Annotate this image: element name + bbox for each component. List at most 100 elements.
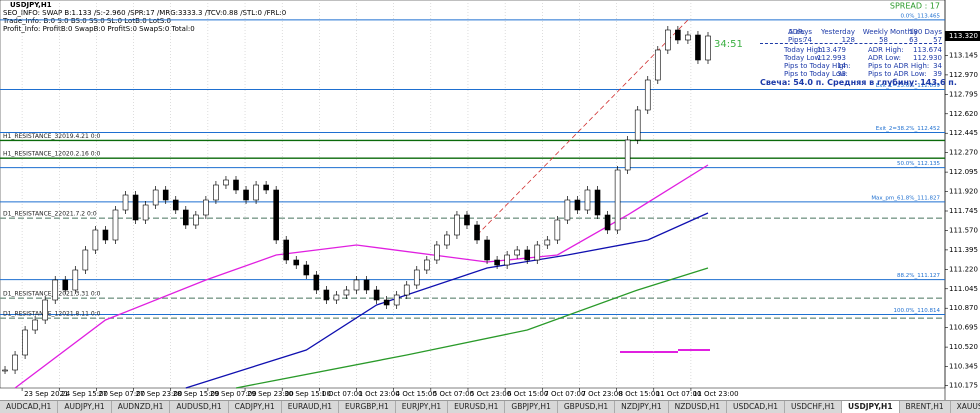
moving-average bbox=[235, 267, 709, 389]
chart: USDJPY,H1 SEO_INFO: SWAP B:1.133 /S:-2.9… bbox=[0, 0, 980, 400]
candle bbox=[32, 319, 38, 331]
candle bbox=[675, 29, 681, 41]
tab[interactable]: GBPJPY,H1 bbox=[505, 401, 558, 413]
x-tick-label: 24 Sep 15:00 bbox=[61, 390, 108, 398]
y-tick-label: 112.270 bbox=[949, 149, 978, 157]
level-label: Max_pm_61.8%_111.827 bbox=[871, 195, 940, 201]
candle bbox=[122, 194, 129, 211]
level-label: Exit_2=38.2%_112.452 bbox=[876, 126, 940, 132]
spread: SPREAD : 17 bbox=[890, 2, 940, 11]
level-label: 88.2%_111.127 bbox=[897, 273, 940, 279]
x-tick-label: 6 Oct 15:00 bbox=[507, 390, 548, 398]
candle bbox=[62, 279, 69, 291]
x-tick-label: 5 Oct 23:00 bbox=[470, 390, 511, 398]
candle bbox=[102, 229, 109, 241]
y-tick-label: 110.870 bbox=[949, 304, 978, 312]
candle bbox=[393, 294, 400, 306]
y-tick-label: 111.920 bbox=[949, 188, 978, 196]
level-label: D1_RESISTANCE_22021.7.2 0:0 bbox=[3, 211, 97, 218]
candle bbox=[464, 214, 470, 226]
candle bbox=[403, 284, 410, 296]
candle bbox=[132, 194, 139, 221]
candle bbox=[52, 279, 59, 301]
tab[interactable]: EURAUD,H1 bbox=[282, 401, 340, 413]
adr-cell: 33 bbox=[837, 70, 846, 78]
tab[interactable]: AUDCAD,H1 bbox=[0, 401, 59, 413]
adr-cell: Pips: bbox=[788, 36, 805, 44]
candle bbox=[434, 244, 440, 261]
x-tick-label: 8 Oct 15:00 bbox=[619, 390, 660, 398]
level-label: D1_RESISTANCE_32021.3.31 0:0 bbox=[3, 291, 101, 298]
tab-bar: AUDCAD,H1 AUDJPY,H1 AUDNZD,H1 AUDUSD,H1 CADJ… bbox=[0, 400, 980, 413]
adr-cell: 57 bbox=[933, 36, 942, 44]
candle bbox=[584, 189, 591, 211]
candle bbox=[383, 299, 390, 306]
info-line: Profit_Info: ProfitB:0 SwapB:0 ProfitS:0… bbox=[3, 25, 195, 33]
candle bbox=[484, 239, 490, 261]
y-tick-label: 110.695 bbox=[949, 324, 978, 332]
y-tick-label: 111.745 bbox=[949, 207, 978, 215]
candle bbox=[303, 264, 310, 276]
candle bbox=[152, 189, 159, 206]
tab[interactable]: USDJPY,H1 bbox=[842, 401, 900, 413]
tab[interactable]: USDCHF,H1 bbox=[785, 401, 842, 413]
tab[interactable]: XAUUSD,H1 bbox=[951, 401, 980, 413]
adr-cell: Pips to ADR Low: bbox=[868, 70, 927, 78]
tab[interactable]: AUDNZD,H1 bbox=[112, 401, 171, 413]
y-tick-label: 110.345 bbox=[949, 363, 978, 371]
moving-average bbox=[185, 212, 709, 389]
x-tick-label: 7 Oct 23:00 bbox=[581, 390, 622, 398]
y-tick-label: 110.175 bbox=[949, 381, 978, 389]
y-tick-label: 110.520 bbox=[949, 343, 978, 351]
candle bbox=[12, 354, 18, 371]
adr-cell: 5 days bbox=[788, 28, 812, 36]
adr-cell: 113.479 bbox=[817, 46, 846, 54]
candle bbox=[253, 184, 259, 201]
y-tick-label: 112.620 bbox=[949, 110, 978, 118]
adr-cell: ADR Low: bbox=[868, 54, 902, 62]
y-tick-label: 111.570 bbox=[949, 226, 978, 234]
adr-cell: Today High: bbox=[784, 46, 825, 54]
tab[interactable]: NZDJPY,H1 bbox=[615, 401, 669, 413]
x-tick-label: 5 Oct 07:00 bbox=[433, 390, 474, 398]
adr-cell: Pips to Today High: bbox=[784, 62, 851, 70]
adr-cell: 58 bbox=[879, 36, 888, 44]
tab[interactable]: EURGBP,H1 bbox=[339, 401, 396, 413]
level-label: Exit_1=23.6%_112.839 bbox=[876, 83, 941, 89]
current-price: 113.320 bbox=[949, 32, 978, 40]
candle bbox=[313, 274, 320, 291]
candle bbox=[373, 289, 380, 301]
level-label: 0.0%_113.465 bbox=[901, 13, 941, 19]
tab[interactable]: EURJPY,H1 bbox=[396, 401, 449, 413]
y-tick-label: 112.795 bbox=[949, 90, 978, 98]
adr-cell: 112.993 bbox=[817, 54, 846, 62]
candle bbox=[223, 179, 229, 186]
tab[interactable]: USDCAD,H1 bbox=[727, 401, 785, 413]
tab[interactable]: EURUSD,H1 bbox=[448, 401, 506, 413]
level-label: D1_RESISTANCE_12021.8.11 0:0 bbox=[3, 311, 101, 318]
level-label: 50.0%_112.135 bbox=[897, 161, 940, 167]
adr-cell: Weekly bbox=[862, 28, 888, 36]
candle bbox=[172, 199, 179, 211]
adr-cell: Today Low: bbox=[784, 54, 823, 62]
info-line: SEO_INFO: SWAP B:1.133 /S:-2.960 /SPR:17… bbox=[3, 9, 286, 17]
tab[interactable]: GBPUSD,H1 bbox=[558, 401, 616, 413]
tab[interactable]: AUDJPY,H1 bbox=[58, 401, 112, 413]
candle bbox=[353, 279, 360, 291]
candle bbox=[494, 259, 500, 266]
candle bbox=[182, 209, 189, 226]
candle bbox=[233, 179, 239, 191]
candle bbox=[665, 29, 671, 51]
adr-cell: Yesterday bbox=[821, 28, 855, 36]
level-label: H1_RESISTANCE_32019.4.21 0:0 bbox=[3, 133, 101, 140]
tab[interactable]: NZDUSD,H1 bbox=[669, 401, 728, 413]
x-tick-label: 28 Sep 15:00 bbox=[173, 390, 220, 398]
adr-cell: 63 bbox=[909, 36, 918, 44]
x-tick-label: 4 Oct 15:00 bbox=[396, 390, 437, 398]
x-tick-label: 1 Oct 23:00 bbox=[359, 390, 400, 398]
trend-line bbox=[476, 19, 689, 236]
tab[interactable]: CADJPY,H1 bbox=[229, 401, 282, 413]
adr-cell: 74 bbox=[803, 36, 812, 44]
tab[interactable]: AUDUSD,H1 bbox=[170, 401, 229, 413]
tab[interactable]: BRENT,H1 bbox=[900, 401, 951, 413]
